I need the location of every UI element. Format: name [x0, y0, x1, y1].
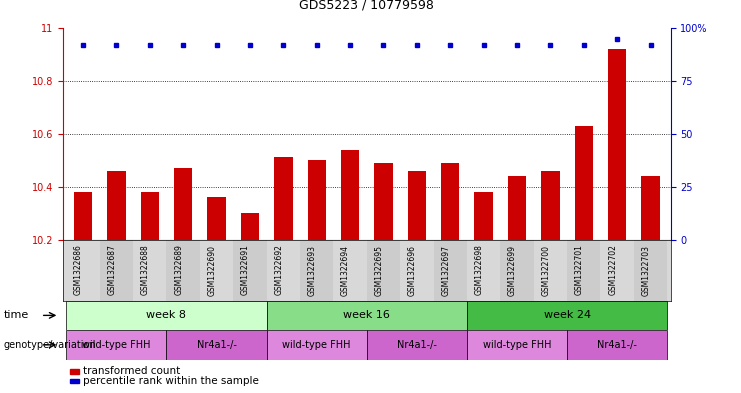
Bar — [367, 330, 467, 360]
Bar — [441, 163, 459, 240]
Bar — [267, 240, 300, 301]
Text: week 8: week 8 — [147, 310, 187, 320]
Bar — [267, 330, 367, 360]
Bar — [500, 240, 534, 301]
Text: GSM1322694: GSM1322694 — [341, 244, 350, 296]
Text: Nr4a1-/-: Nr4a1-/- — [196, 340, 236, 350]
Bar — [200, 240, 233, 301]
Bar — [467, 301, 667, 330]
Bar — [67, 301, 267, 330]
Text: GSM1322687: GSM1322687 — [107, 244, 116, 296]
Bar — [567, 240, 600, 301]
Bar — [508, 176, 526, 240]
Bar — [467, 240, 500, 301]
Text: wild-type FHH: wild-type FHH — [483, 340, 551, 350]
Bar — [67, 240, 100, 301]
Text: GSM1322695: GSM1322695 — [374, 244, 384, 296]
Bar — [433, 240, 467, 301]
Text: GSM1322699: GSM1322699 — [508, 244, 517, 296]
Bar — [474, 192, 493, 240]
Text: time: time — [4, 310, 29, 320]
Bar — [107, 171, 125, 240]
Bar — [567, 330, 667, 360]
Text: wild-type FHH: wild-type FHH — [282, 340, 351, 350]
Bar — [167, 330, 267, 360]
Text: GDS5223 / 10779598: GDS5223 / 10779598 — [299, 0, 434, 12]
Text: percentile rank within the sample: percentile rank within the sample — [83, 376, 259, 386]
Bar — [267, 301, 467, 330]
Bar — [634, 240, 667, 301]
Bar — [233, 240, 267, 301]
Bar — [308, 160, 326, 240]
Text: GSM1322703: GSM1322703 — [642, 244, 651, 296]
Bar — [167, 240, 200, 301]
Bar — [333, 240, 367, 301]
Bar — [133, 240, 167, 301]
Text: GSM1322696: GSM1322696 — [408, 244, 417, 296]
Text: genotype/variation: genotype/variation — [4, 340, 96, 350]
Bar — [141, 192, 159, 240]
Text: GSM1322697: GSM1322697 — [441, 244, 451, 296]
Text: GSM1322690: GSM1322690 — [207, 244, 216, 296]
Bar — [367, 240, 400, 301]
Text: GSM1322689: GSM1322689 — [174, 244, 183, 296]
Text: Nr4a1-/-: Nr4a1-/- — [397, 340, 436, 350]
Text: Nr4a1-/-: Nr4a1-/- — [597, 340, 637, 350]
Bar — [74, 192, 92, 240]
Text: GSM1322691: GSM1322691 — [241, 244, 250, 296]
Text: week 24: week 24 — [544, 310, 591, 320]
Text: week 16: week 16 — [343, 310, 391, 320]
Bar — [174, 168, 193, 240]
Bar — [67, 330, 167, 360]
Text: GSM1322686: GSM1322686 — [74, 244, 83, 296]
Bar — [374, 163, 393, 240]
Bar — [274, 158, 293, 240]
Bar — [300, 240, 333, 301]
Text: GSM1322702: GSM1322702 — [608, 244, 617, 296]
Text: GSM1322701: GSM1322701 — [575, 244, 584, 296]
Bar — [642, 176, 659, 240]
Bar — [600, 240, 634, 301]
Bar — [574, 126, 593, 240]
Bar — [534, 240, 567, 301]
Text: GSM1322692: GSM1322692 — [274, 244, 283, 296]
Bar — [241, 213, 259, 240]
Text: GSM1322700: GSM1322700 — [542, 244, 551, 296]
Text: GSM1322698: GSM1322698 — [475, 244, 484, 296]
Bar — [467, 330, 567, 360]
Text: wild-type FHH: wild-type FHH — [82, 340, 150, 350]
Text: GSM1322693: GSM1322693 — [308, 244, 316, 296]
Bar — [400, 240, 433, 301]
Bar — [207, 197, 226, 240]
Text: GSM1322688: GSM1322688 — [141, 244, 150, 296]
Bar — [408, 171, 426, 240]
Bar — [541, 171, 559, 240]
Bar — [100, 240, 133, 301]
Bar — [341, 149, 359, 240]
Bar — [608, 49, 626, 240]
Text: transformed count: transformed count — [83, 366, 180, 376]
